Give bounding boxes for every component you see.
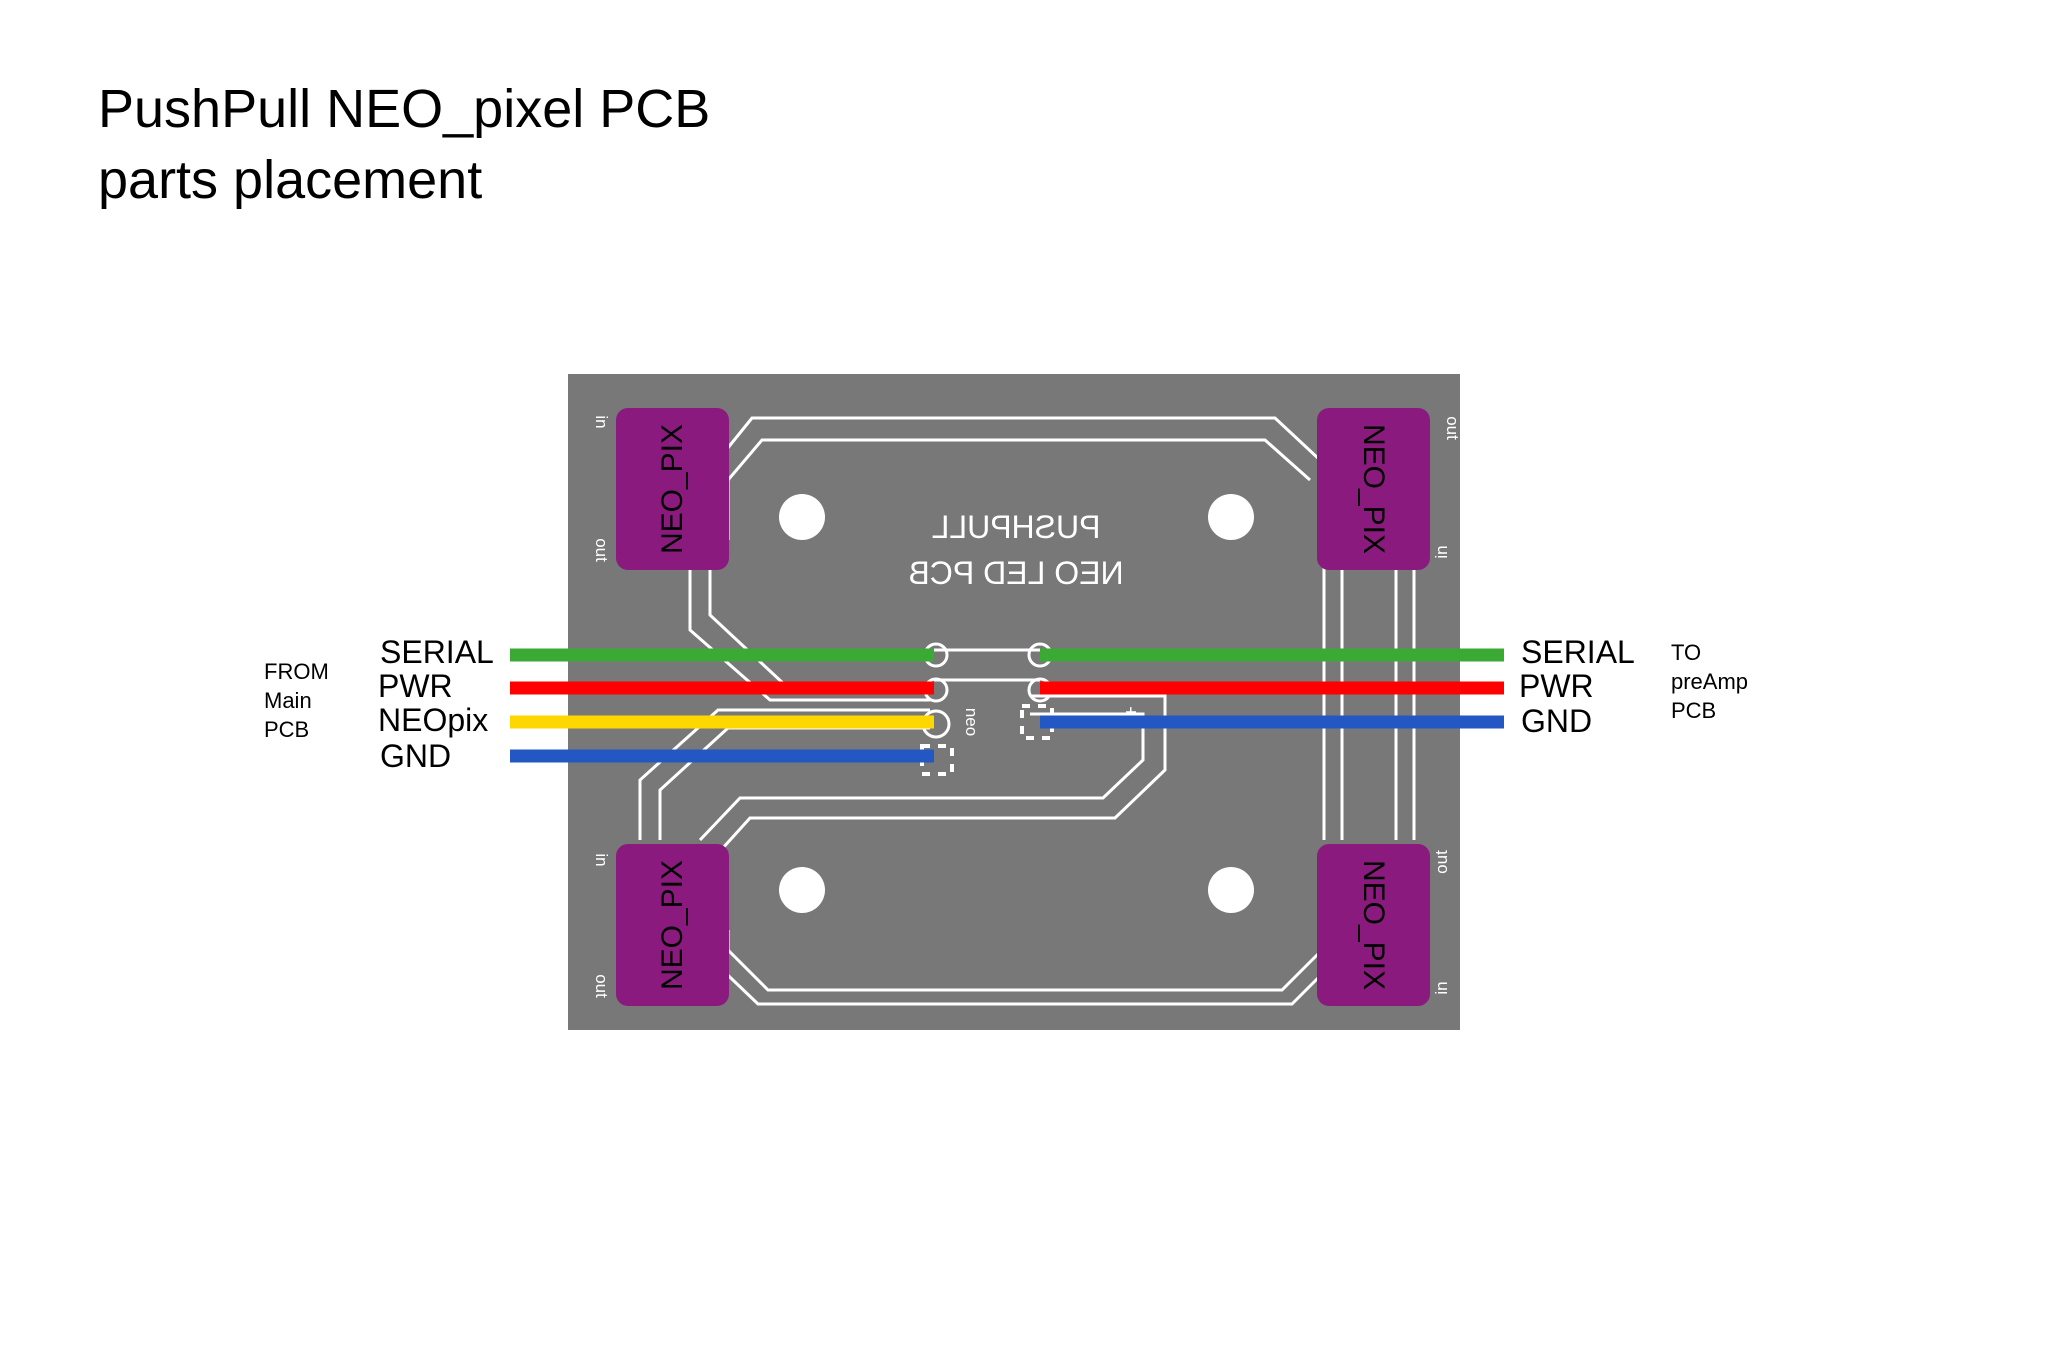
pin-label-out: out bbox=[1443, 416, 1462, 440]
mounting-hole bbox=[779, 494, 825, 540]
wires bbox=[510, 648, 1504, 763]
component-bottom-right: NEO_PIX out in bbox=[1317, 844, 1451, 1006]
mounting-holes bbox=[779, 494, 1254, 913]
mounting-hole bbox=[779, 867, 825, 913]
pin-label-in: in bbox=[1432, 545, 1451, 558]
diagram-title-line-2: parts placement bbox=[98, 150, 483, 210]
pin-label-out: out bbox=[592, 538, 611, 562]
component-top-right: NEO_PIX out in bbox=[1317, 408, 1462, 570]
left-wire-label-neopix: NEOpix bbox=[378, 702, 489, 738]
right-wire-label-serial: SERIAL bbox=[1521, 634, 1635, 670]
neo-pixel-component bbox=[616, 844, 729, 1006]
pad-label-plus: + bbox=[1119, 706, 1141, 718]
to-note-line: TO bbox=[1671, 640, 1702, 665]
pin-label-in: in bbox=[1432, 981, 1451, 994]
component-label: NEO_PIX bbox=[656, 860, 689, 990]
component-label: NEO_PIX bbox=[1357, 860, 1390, 990]
pin-label-out: out bbox=[592, 974, 611, 998]
trace bbox=[638, 708, 930, 840]
to-note-line: PCB bbox=[1671, 698, 1717, 723]
component-label: NEO_PIX bbox=[1357, 424, 1390, 554]
trace bbox=[710, 694, 1167, 862]
neo-pixel-component bbox=[1317, 844, 1430, 1006]
from-note-line: PCB bbox=[264, 717, 310, 742]
mounting-hole bbox=[1208, 867, 1254, 913]
mounting-hole bbox=[1208, 494, 1254, 540]
to-note: TO preAmp PCB bbox=[1671, 638, 1748, 725]
pin-label-in: in bbox=[592, 853, 611, 866]
from-note-line: FROM bbox=[264, 659, 329, 684]
silk-line-1: PUSHPULL bbox=[932, 509, 1101, 545]
pin-label-in: in bbox=[592, 415, 611, 428]
trace bbox=[698, 712, 1145, 842]
from-note-line: Main bbox=[264, 688, 312, 713]
right-wire-label-pwr: PWR bbox=[1519, 668, 1594, 704]
diagram-title-line-1: PushPull NEO_pixel PCB bbox=[98, 79, 711, 139]
from-note: FROM Main PCB bbox=[264, 657, 329, 744]
right-wire-label-gnd: GND bbox=[1521, 703, 1593, 739]
pad-label-neo: neo bbox=[962, 708, 981, 736]
pin-label-out: out bbox=[1432, 850, 1451, 874]
component-label: NEO_PIX bbox=[656, 424, 689, 554]
left-wire-label-pwr: PWR bbox=[378, 668, 453, 704]
silk-line-2: NEO LED PCB bbox=[908, 555, 1123, 591]
left-wire-label-gnd: GND bbox=[380, 738, 452, 774]
left-wire-label-serial: SERIAL bbox=[380, 634, 494, 670]
neo-pixel-component bbox=[1317, 408, 1430, 570]
trace bbox=[688, 540, 930, 702]
silkscreen-text: PUSHPULL NEO LED PCB bbox=[908, 509, 1123, 591]
component-bottom-left: NEO_PIX in out bbox=[592, 844, 729, 1006]
component-top-left: NEO_PIX in out bbox=[592, 408, 729, 570]
to-note-line: preAmp bbox=[1671, 669, 1749, 694]
neo-pixel-component bbox=[616, 408, 729, 570]
